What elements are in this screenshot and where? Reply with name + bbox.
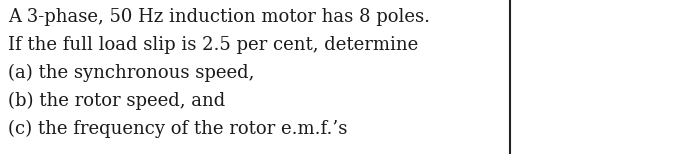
Text: A 3-phase, 50 Hz induction motor has 8 poles.: A 3-phase, 50 Hz induction motor has 8 p… xyxy=(8,8,430,26)
Text: (c) the frequency of the rotor e.m.f.’s: (c) the frequency of the rotor e.m.f.’s xyxy=(8,120,347,138)
Text: (b) the rotor speed, and: (b) the rotor speed, and xyxy=(8,92,226,110)
Text: If the full load slip is 2.5 per cent, determine: If the full load slip is 2.5 per cent, d… xyxy=(8,36,418,54)
Text: (a) the synchronous speed,: (a) the synchronous speed, xyxy=(8,64,254,82)
